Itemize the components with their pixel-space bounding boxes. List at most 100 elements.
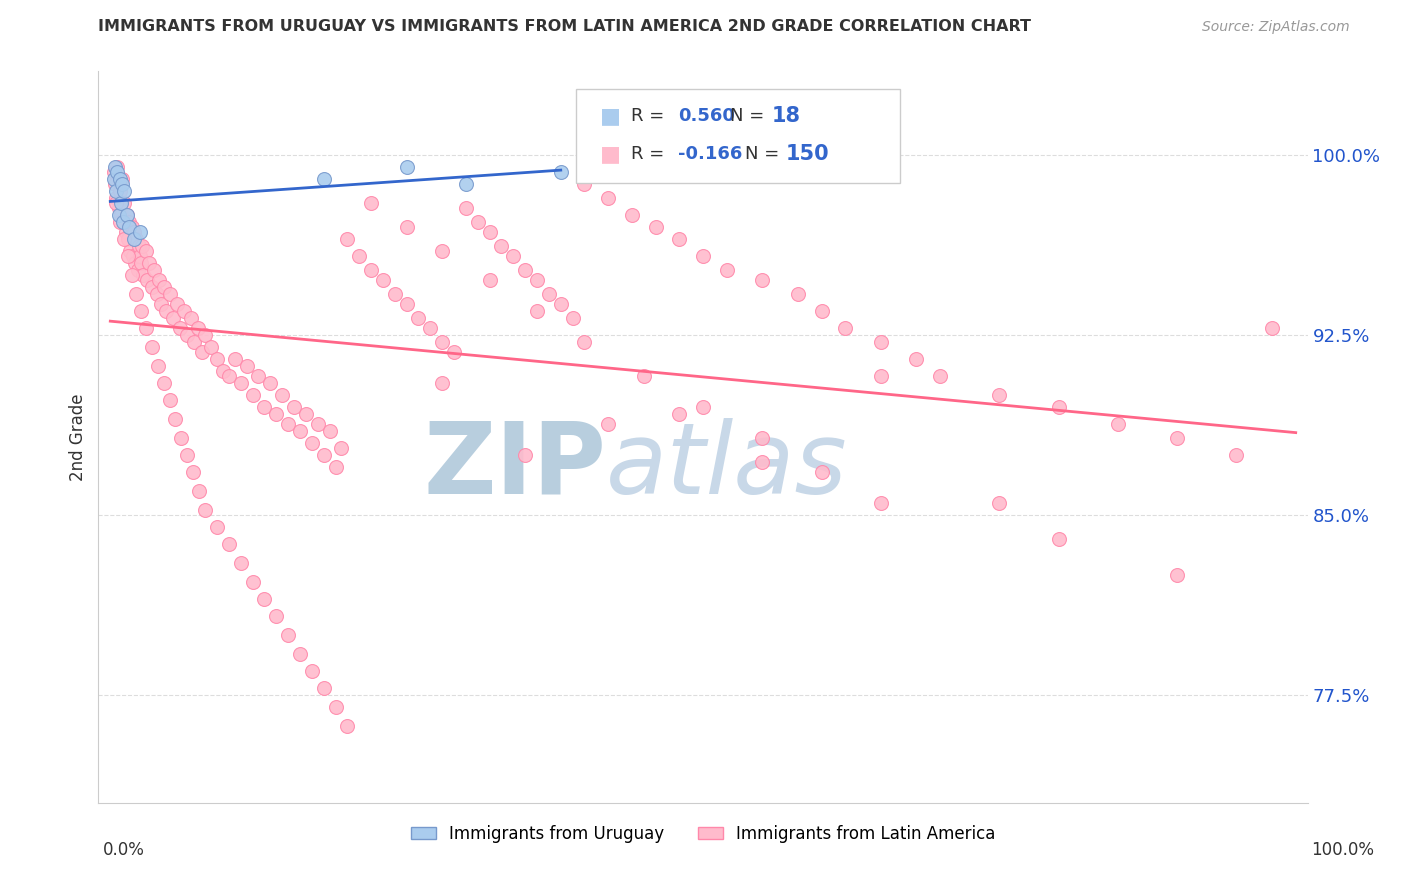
Text: 150: 150 xyxy=(786,145,830,164)
Point xyxy=(478,225,501,239)
Point xyxy=(229,556,252,570)
Y-axis label: 2nd Grade: 2nd Grade xyxy=(69,393,87,481)
Point xyxy=(125,287,148,301)
Point xyxy=(108,215,131,229)
Point xyxy=(834,321,856,335)
Text: ■: ■ xyxy=(600,145,621,164)
Point xyxy=(110,208,132,222)
Point xyxy=(180,311,202,326)
Point xyxy=(454,177,477,191)
Point xyxy=(360,263,382,277)
Text: N =: N = xyxy=(730,107,769,125)
Point xyxy=(869,335,891,350)
Point xyxy=(371,273,394,287)
Point xyxy=(105,165,128,179)
Point xyxy=(550,297,572,311)
Point xyxy=(419,321,441,335)
Point xyxy=(988,496,1011,510)
Point xyxy=(108,184,131,198)
Point xyxy=(325,460,347,475)
Point xyxy=(194,328,217,343)
Point xyxy=(176,328,198,343)
Point xyxy=(114,184,136,198)
Point xyxy=(176,448,198,462)
Point xyxy=(103,172,125,186)
Point xyxy=(620,208,643,222)
Point xyxy=(143,263,166,277)
Point xyxy=(467,215,489,229)
Point xyxy=(105,191,128,205)
Point xyxy=(117,249,139,263)
Point xyxy=(146,359,169,374)
Point xyxy=(187,321,209,335)
Point xyxy=(384,287,406,301)
Point xyxy=(112,215,135,229)
Point xyxy=(443,345,465,359)
Point xyxy=(295,407,318,421)
Point xyxy=(121,220,143,235)
Point xyxy=(148,273,170,287)
Point xyxy=(122,232,145,246)
Point xyxy=(218,368,240,383)
Point xyxy=(288,647,311,661)
Point xyxy=(162,311,184,326)
Point xyxy=(1047,532,1070,546)
Point xyxy=(574,177,596,191)
Point xyxy=(242,575,264,590)
Point xyxy=(103,165,125,179)
Point xyxy=(115,208,138,222)
Text: ■: ■ xyxy=(600,106,621,126)
Point xyxy=(120,244,142,259)
Point xyxy=(122,225,145,239)
Point xyxy=(633,368,655,383)
Point xyxy=(692,400,714,414)
Point xyxy=(165,412,187,426)
Point xyxy=(929,368,952,383)
Point xyxy=(229,376,252,391)
Point xyxy=(751,273,773,287)
Point xyxy=(312,172,335,186)
Point xyxy=(253,591,276,606)
Point xyxy=(491,239,513,253)
Point xyxy=(194,503,217,517)
Point xyxy=(318,424,340,438)
Point xyxy=(283,400,305,414)
Point xyxy=(1261,321,1284,335)
Point xyxy=(218,537,240,551)
Text: IMMIGRANTS FROM URUGUAY VS IMMIGRANTS FROM LATIN AMERICA 2ND GRADE CORRELATION C: IMMIGRANTS FROM URUGUAY VS IMMIGRANTS FR… xyxy=(98,20,1032,34)
Point xyxy=(224,352,246,367)
Point xyxy=(515,263,537,277)
Point xyxy=(515,448,537,462)
Point xyxy=(136,273,159,287)
Point xyxy=(118,215,141,229)
Text: N =: N = xyxy=(745,145,785,163)
Point xyxy=(360,196,382,211)
Text: 0.0%: 0.0% xyxy=(103,840,145,858)
Point xyxy=(114,232,136,246)
Point xyxy=(111,172,134,186)
Point xyxy=(169,321,191,335)
Point xyxy=(129,249,152,263)
Point xyxy=(124,256,146,270)
Point xyxy=(138,256,160,270)
Point xyxy=(1225,448,1247,462)
Point xyxy=(454,201,477,215)
Point xyxy=(242,388,264,402)
Point xyxy=(114,196,136,211)
Legend: Immigrants from Uruguay, Immigrants from Latin America: Immigrants from Uruguay, Immigrants from… xyxy=(404,818,1002,849)
Point xyxy=(312,448,335,462)
Point xyxy=(121,268,143,283)
Point xyxy=(200,340,222,354)
Point xyxy=(253,400,276,414)
Point xyxy=(751,431,773,445)
Point xyxy=(537,287,560,301)
Point xyxy=(128,239,150,253)
Point xyxy=(330,441,353,455)
Point xyxy=(644,220,666,235)
Point xyxy=(152,376,174,391)
Point xyxy=(105,184,128,198)
Point xyxy=(183,335,205,350)
Text: R =: R = xyxy=(631,107,671,125)
Point xyxy=(121,249,143,263)
Point xyxy=(905,352,928,367)
